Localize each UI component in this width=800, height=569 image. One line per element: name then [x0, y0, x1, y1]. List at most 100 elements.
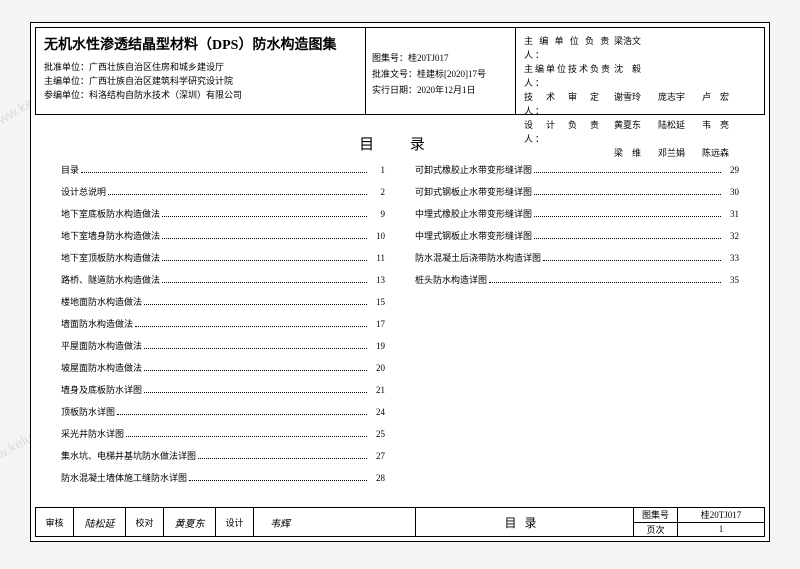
toc-entry-page: 11 [369, 253, 385, 263]
toc-entry-page: 17 [369, 319, 385, 329]
role-label: 技 术 审 定 人： [524, 90, 614, 118]
header-left: 无机水性渗透结晶型材料（DPS）防水构造图集 批准单位：广西壮族自治区住房和城乡… [36, 28, 366, 114]
toc-entry-page: 30 [723, 187, 739, 197]
check-label: 审核 [36, 508, 74, 536]
toc-entry-page: 28 [369, 473, 385, 483]
toc-leader-dots [117, 414, 367, 415]
footer-album-value: 桂20TJ017 [678, 508, 764, 522]
toc-leader-dots [162, 238, 367, 239]
toc-leader-dots [144, 370, 367, 371]
toc-leader-dots [198, 458, 367, 459]
toc-row: 地下室底板防水构造做法 9 [61, 207, 385, 220]
toc-row: 墙面防水构造做法 17 [61, 317, 385, 330]
toc-entry-label: 坡屋面防水构造做法 [61, 361, 142, 374]
toc-entry-label: 可卸式钢板止水带变形缝详图 [415, 185, 532, 198]
role-row: 主编单位技术负责人：沈 毅 [524, 62, 756, 90]
toc-row: 设计总说明 2 [61, 185, 385, 198]
toc-entry-label: 楼地面防水构造做法 [61, 295, 142, 308]
footer-album-label: 图集号 [634, 508, 678, 522]
toc-entry-label: 防水混凝土后浇带防水构造详图 [415, 251, 541, 264]
person-name: 沈 毅 [614, 62, 654, 76]
toc-entry-page: 31 [723, 209, 739, 219]
proof-signature: 黄夏东 [164, 508, 216, 536]
toc-entry-label: 桩头防水构造详图 [415, 273, 487, 286]
toc-entry-label: 地下室墙身防水构造做法 [61, 229, 160, 242]
footer-right: 图集号 桂20TJ017 页次 1 [634, 508, 764, 536]
toc-entry-page: 27 [369, 451, 385, 461]
person-name: 陆松延 [658, 118, 698, 132]
toc-entry-label: 防水混凝土墙体施工缝防水详图 [61, 471, 187, 484]
design-signature: 韦辉 [254, 508, 306, 536]
role-names: 谢雪玲庞志宇卢 宏 [614, 90, 756, 118]
toc-entry-page: 2 [369, 187, 385, 197]
toc-entry-page: 20 [369, 363, 385, 373]
toc-row: 可卸式钢板止水带变形缝详图 30 [415, 185, 739, 198]
footer-left: 审核 陆松延 校对 黄夏东 设计 韦辉 [36, 508, 416, 536]
toc-entry-page: 9 [369, 209, 385, 219]
toc-entry-label: 设计总说明 [61, 185, 106, 198]
toc-entry-label: 中埋式橡胶止水带变形缝详图 [415, 207, 532, 220]
toc-entry-label: 可卸式橡胶止水带变形缝详图 [415, 163, 532, 176]
album-no: 桂20TJ017 [408, 53, 449, 63]
approval-doc: 桂建标[2020]17号 [417, 69, 486, 79]
toc-entry-page: 33 [723, 253, 739, 263]
person-name: 卢 宏 [702, 90, 742, 104]
footer-page-value: 1 [678, 523, 764, 537]
toc-entry-page: 32 [723, 231, 739, 241]
role-row: 技 术 审 定 人：谢雪玲庞志宇卢 宏 [524, 90, 756, 118]
toc-leader-dots [534, 194, 721, 195]
toc-entry-label: 集水坑、电梯井基坑防水做法详图 [61, 449, 196, 462]
proof-label: 校对 [126, 508, 164, 536]
toc-leader-dots [162, 260, 367, 261]
toc-row: 路桥、隧道防水构造做法13 [61, 273, 385, 286]
approval-doc-label: 批准文号： [372, 69, 417, 79]
toc-leader-dots [543, 260, 721, 261]
toc-entry-page: 25 [369, 429, 385, 439]
effective-date: 2020年12月1日 [417, 85, 476, 95]
toc-leader-dots [108, 194, 367, 195]
check-signature: 陆松延 [74, 508, 126, 536]
toc-entry-label: 墙面防水构造做法 [61, 317, 133, 330]
toc-entry-label: 中埋式钢板止水带变形缝详图 [415, 229, 532, 242]
effective-date-label: 实行日期： [372, 85, 417, 95]
toc-row: 集水坑、电梯井基坑防水做法详图 27 [61, 449, 385, 462]
header-mid: 图集号：桂20TJ017 批准文号：桂建标[2020]17号 实行日期：2020… [366, 28, 516, 114]
toc-entry-page: 35 [723, 275, 739, 285]
toc-body: 目录1 设计总说明 2 地下室底板防水构造做法 9 地下室墙身防水构造做法 10 地下室顶板防… [61, 163, 739, 501]
toc-row: 楼地面防水构造做法15 [61, 295, 385, 308]
toc-row: 中埋式钢板止水带变形缝详图 32 [415, 229, 739, 242]
toc-entry-label: 路桥、隧道防水构造做法 [61, 273, 160, 286]
toc-row: 地下室墙身防水构造做法 10 [61, 229, 385, 242]
footer-mid: 目录 [416, 508, 634, 536]
toc-entry-page: 29 [723, 165, 739, 175]
toc-entry-label: 采光井防水详图 [61, 427, 124, 440]
toc-entry-label: 目录 [61, 163, 79, 176]
toc-entry-label: 地下室底板防水构造做法 [61, 207, 160, 220]
approval-unit-label: 批准单位： [44, 62, 89, 72]
participant: 科洛结构自防水技术（深圳）有限公司 [89, 90, 242, 100]
header-right: 主 编 单 位 负 责 人：梁浩文主编单位技术负责人：沈 毅技 术 审 定 人：… [516, 28, 764, 114]
role-label: 主 编 单 位 负 责 人： [524, 34, 614, 62]
toc-entry-label: 地下室顶板防水构造做法 [61, 251, 160, 264]
toc-leader-dots [162, 282, 367, 283]
toc-row: 采光井防水详图 25 [61, 427, 385, 440]
toc-row: 顶板防水详图24 [61, 405, 385, 418]
document-title: 无机水性渗透结晶型材料（DPS）防水构造图集 [44, 34, 357, 54]
main-editor: 广西壮族自治区建筑科学研究设计院 [89, 76, 233, 86]
toc-leader-dots [144, 304, 367, 305]
toc-row: 墙身及底板防水详图21 [61, 383, 385, 396]
toc-row: 防水混凝土后浇带防水构造详图 33 [415, 251, 739, 264]
design-label: 设计 [216, 508, 254, 536]
footer-center-title: 目录 [416, 508, 633, 536]
toc-row: 目录1 [61, 163, 385, 176]
toc-entry-page: 24 [369, 407, 385, 417]
toc-column-left: 目录1 设计总说明 2 地下室底板防水构造做法 9 地下室墙身防水构造做法 10 地下室顶板防… [61, 163, 385, 501]
toc-leader-dots [534, 238, 721, 239]
toc-row: 中埋式橡胶止水带变形缝详图 31 [415, 207, 739, 220]
toc-entry-page: 10 [369, 231, 385, 241]
footer-block: 审核 陆松延 校对 黄夏东 设计 韦辉 目录 图集号 桂20TJ017 页次 1 [35, 507, 765, 537]
toc-leader-dots [489, 282, 721, 283]
header-block: 无机水性渗透结晶型材料（DPS）防水构造图集 批准单位：广西壮族自治区住房和城乡… [35, 27, 765, 115]
toc-entry-page: 21 [369, 385, 385, 395]
footer-page-label: 页次 [634, 523, 678, 537]
